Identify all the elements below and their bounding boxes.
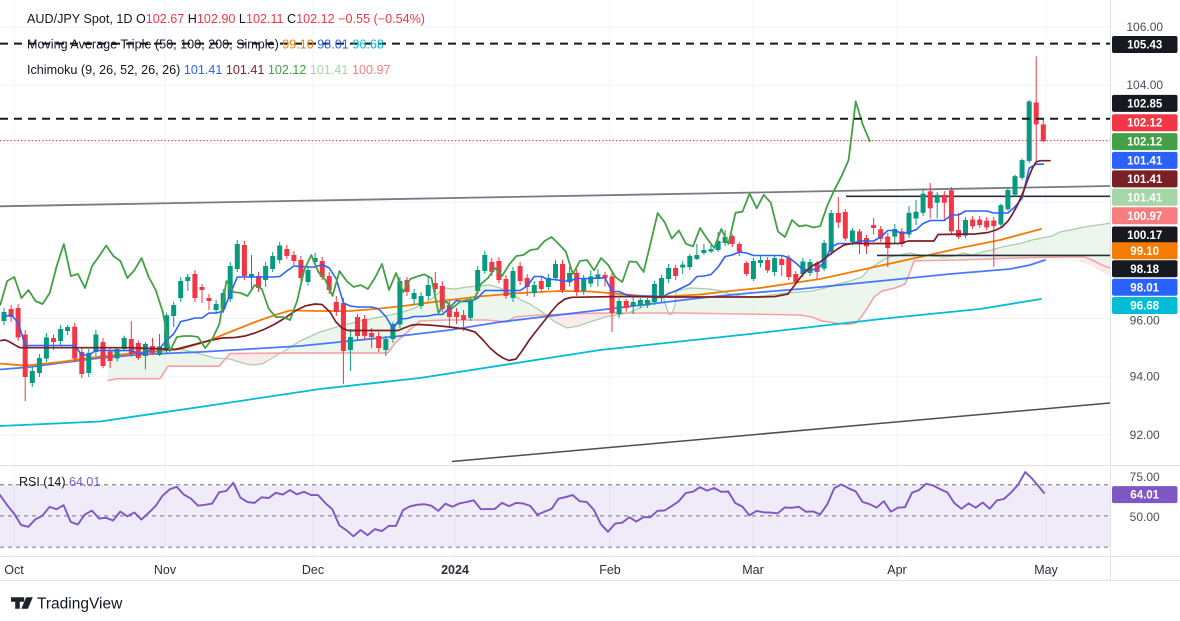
svg-text:102.85: 102.85: [1127, 98, 1163, 110]
svg-text:AUD/JPY Spot, 1D O102.67 H102: AUD/JPY Spot, 1D O102.67 H102.90 L102.11…: [27, 12, 425, 26]
svg-text:101.41: 101.41: [1127, 174, 1163, 186]
svg-text:RSI (14) 64.01: RSI (14) 64.01: [19, 475, 100, 489]
svg-text:106.00: 106.00: [1126, 20, 1163, 34]
svg-text:101.41: 101.41: [1127, 192, 1163, 204]
svg-text:94.00: 94.00: [1130, 370, 1160, 384]
svg-text:98.01: 98.01: [1130, 282, 1159, 294]
svg-text:75.00: 75.00: [1130, 470, 1160, 484]
svg-text:101.41: 101.41: [1127, 155, 1163, 167]
svg-text:2024: 2024: [441, 563, 469, 577]
svg-text:105.43: 105.43: [1127, 40, 1162, 52]
svg-text:Ichimoku (9, 26, 52, 26, 26) 1: Ichimoku (9, 26, 52, 26, 26) 101.41 101.…: [27, 63, 390, 77]
svg-text:96.00: 96.00: [1130, 314, 1160, 328]
svg-text:102.12: 102.12: [1127, 137, 1162, 149]
svg-text:Nov: Nov: [154, 563, 177, 577]
svg-text:92.00: 92.00: [1130, 428, 1160, 442]
svg-text:99.10: 99.10: [1130, 246, 1159, 258]
svg-text:May: May: [1034, 563, 1058, 577]
svg-text:Apr: Apr: [887, 563, 906, 577]
svg-text:100.17: 100.17: [1127, 230, 1162, 242]
svg-text:50.00: 50.00: [1130, 510, 1160, 524]
svg-text:Oct: Oct: [4, 563, 24, 577]
svg-text:64.01: 64.01: [1130, 490, 1159, 502]
svg-text:104.00: 104.00: [1126, 78, 1163, 92]
svg-text:Moving Average Triple (50, 100: Moving Average Triple (50, 100, 200, Sim…: [27, 38, 384, 52]
svg-text:Dec: Dec: [302, 563, 324, 577]
svg-text:Feb: Feb: [599, 563, 621, 577]
svg-text:96.68: 96.68: [1130, 301, 1159, 313]
svg-text:Mar: Mar: [742, 563, 764, 577]
svg-text:100.97: 100.97: [1127, 211, 1162, 223]
svg-text:98.18: 98.18: [1130, 264, 1159, 276]
svg-text:TradingView: TradingView: [37, 596, 123, 613]
svg-text:102.12: 102.12: [1127, 118, 1162, 130]
